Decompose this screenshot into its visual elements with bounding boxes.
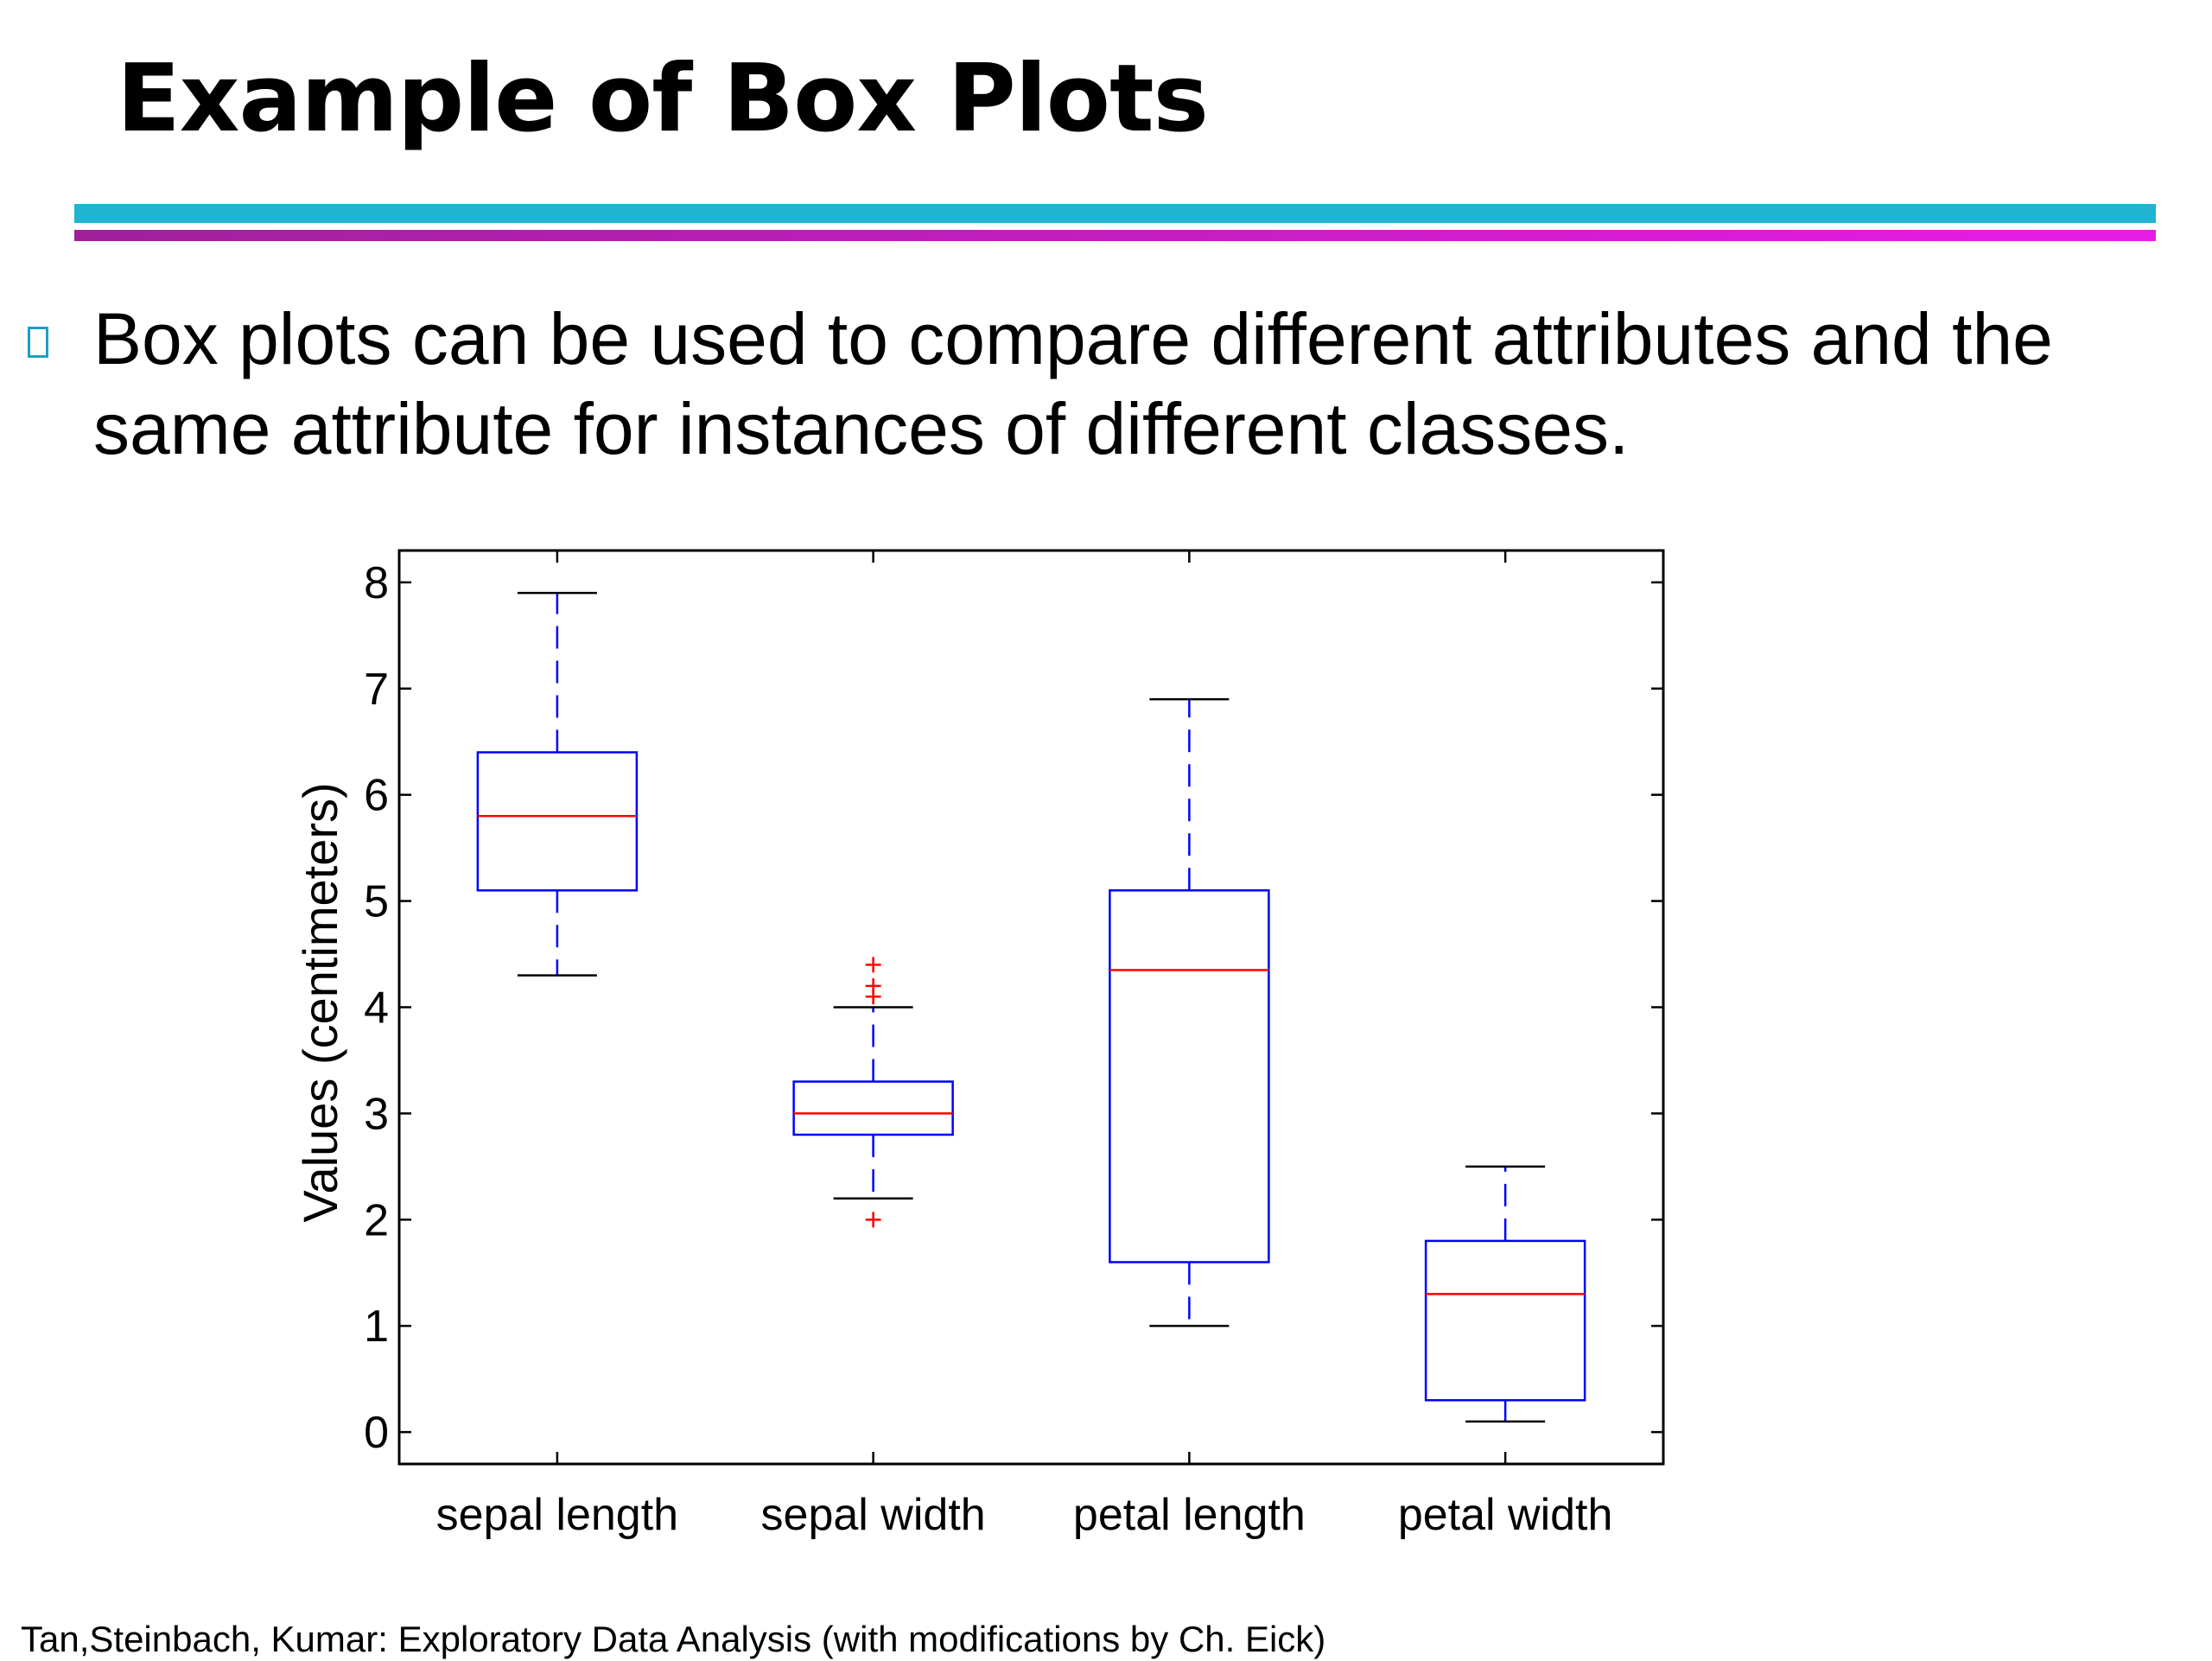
y-axis-label: Values (centimeters) [293, 782, 347, 1222]
plot-layer: 0 1 2 3 4 5 6 7 8 sepal length sepal width petal le… [364, 549, 1665, 1540]
box-sepal-length [476, 751, 639, 892]
title-rule-cyan [74, 204, 2156, 223]
y-tick-label: 7 [364, 665, 389, 715]
x-tick-label-sepal-length: sepal length [436, 1490, 678, 1540]
x-tick-label-petal-length: petal length [1073, 1490, 1306, 1540]
footer-citation: Tan,Steinbach, Kumar: Exploratory Data A… [21, 1619, 1326, 1659]
title-rule-magenta [74, 230, 2156, 241]
y-tick-label: 6 [364, 771, 389, 821]
y-tick-label: 4 [364, 983, 389, 1034]
bullet-square-icon [28, 327, 48, 358]
outlier-sepal-width [865, 977, 881, 994]
y-tick-label: 2 [364, 1195, 389, 1245]
y-tick-label: 5 [364, 877, 389, 927]
outlier-sepal-width [865, 957, 881, 973]
y-tick-label: 1 [364, 1301, 389, 1352]
y-tick-label: 0 [364, 1408, 389, 1458]
plot-frame [397, 549, 1665, 1466]
box-sepal-width [792, 1080, 954, 1136]
slide-title: Example of Box Plots [117, 45, 1209, 153]
box-petal-width [1424, 1239, 1586, 1402]
bullet-text: Box plots can be used to compare differe… [93, 298, 2053, 469]
x-tick-label-sepal-width: sepal width [761, 1490, 986, 1540]
x-tick-label-petal-width: petal width [1398, 1490, 1613, 1540]
y-tick-label: 8 [364, 558, 389, 608]
outlier-sepal-width [865, 1212, 881, 1228]
y-tick-label: 3 [364, 1089, 389, 1139]
box-petal-length [1109, 889, 1270, 1263]
